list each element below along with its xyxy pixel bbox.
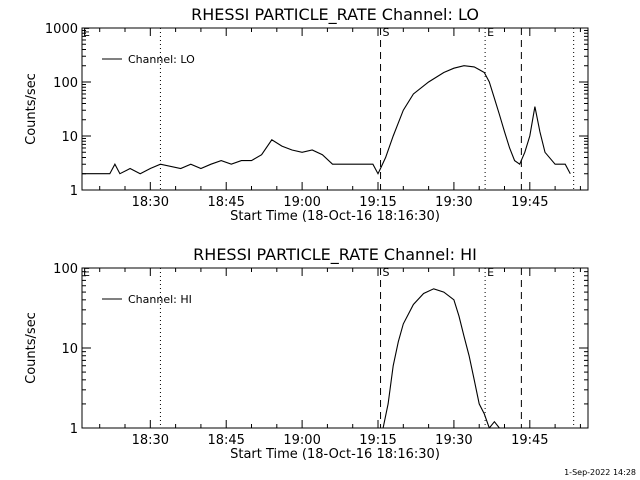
x-tick-label: 18:45 bbox=[207, 195, 244, 210]
y-tick-label: 1000 bbox=[45, 22, 78, 37]
x-tick-label: 19:30 bbox=[435, 433, 472, 448]
x-tick-label: 19:00 bbox=[283, 195, 320, 210]
y-axis: 1 10 100 bbox=[53, 262, 588, 437]
plot-frame bbox=[81, 267, 589, 429]
y-tick-label: 1 bbox=[70, 422, 78, 437]
y-tick-label: 100 bbox=[53, 76, 78, 91]
legend: Channel: LO bbox=[102, 53, 195, 66]
legend-label: Channel: LO bbox=[128, 53, 195, 66]
x-axis: 18:30 18:45 19:00 19:15 19:30 19:45 bbox=[99, 28, 581, 210]
footer-timestamp: 1-Sep-2022 14:28 bbox=[564, 468, 636, 477]
x-tick-label: 19:45 bbox=[511, 433, 548, 448]
y-tick-label: 10 bbox=[61, 130, 78, 145]
x-tick-label: 19:30 bbox=[435, 195, 472, 210]
panel-lo: RHESSI PARTICLE_RATE Channel: LO 1 10 100 10… bbox=[24, 5, 589, 224]
legend-label: Channel: HI bbox=[128, 293, 192, 306]
legend: Channel: HI bbox=[102, 293, 192, 306]
corner-marker-label: E bbox=[83, 26, 90, 39]
x-tick-label: 19:45 bbox=[511, 195, 548, 210]
plot-frame bbox=[81, 27, 589, 191]
y-tick-label: 10 bbox=[61, 342, 78, 357]
marker-label: E bbox=[487, 26, 494, 39]
x-tick-label: 19:00 bbox=[283, 433, 320, 448]
x-tick-label: 19:15 bbox=[359, 433, 396, 448]
x-tick-label: 18:30 bbox=[132, 195, 169, 210]
marker-label: S bbox=[383, 266, 390, 279]
x-tick-label: 18:45 bbox=[207, 433, 244, 448]
chart-title: RHESSI PARTICLE_RATE Channel: LO bbox=[191, 5, 479, 25]
y-axis: 1 10 100 1000 bbox=[45, 22, 588, 199]
marker-label: E bbox=[487, 266, 494, 279]
y-axis-title: Counts/sec bbox=[24, 312, 39, 384]
x-axis-title: Start Time (18-Oct-16 18:16:30) bbox=[230, 447, 440, 462]
x-axis: 18:30 18:45 19:00 19:15 19:30 19:45 bbox=[99, 268, 581, 448]
y-tick-label: 100 bbox=[53, 262, 78, 277]
x-tick-label: 18:30 bbox=[132, 433, 169, 448]
series-line-0 bbox=[82, 65, 571, 175]
y-axis-title: Counts/sec bbox=[24, 73, 39, 145]
series-line-0 bbox=[382, 288, 500, 428]
panel-hi: RHESSI PARTICLE_RATE Channel: HI 1 10 100 18… bbox=[24, 245, 589, 462]
chart-title: RHESSI PARTICLE_RATE Channel: HI bbox=[193, 245, 477, 265]
corner-marker-label: E bbox=[83, 266, 90, 279]
x-tick-label: 19:15 bbox=[359, 195, 396, 210]
marker-label: S bbox=[383, 26, 390, 39]
x-axis-title: Start Time (18-Oct-16 18:16:30) bbox=[230, 209, 440, 224]
y-tick-label: 1 bbox=[70, 184, 78, 199]
